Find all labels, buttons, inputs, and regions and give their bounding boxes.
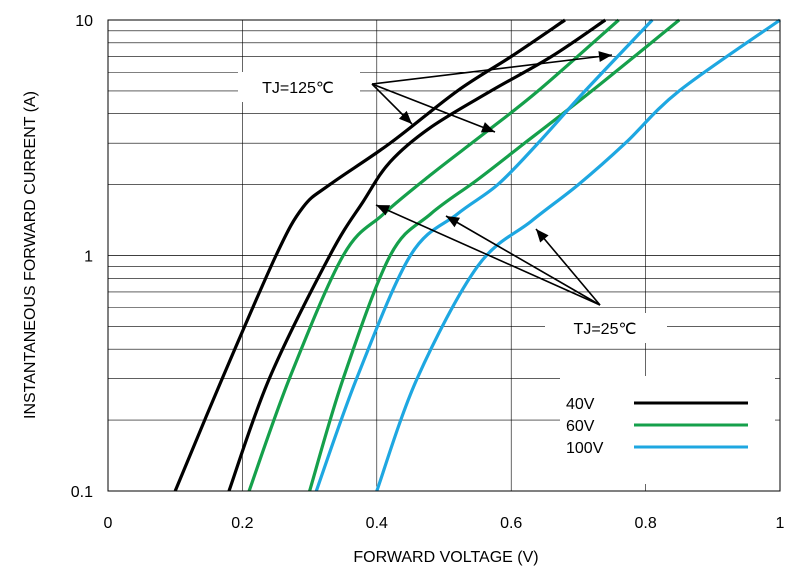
arrow-head <box>598 51 612 63</box>
x-tick-label: 0.4 <box>366 515 388 532</box>
y-axis-label: INSTANTANEOUS FORWARD CURRENT (A) <box>22 91 39 419</box>
plot-frame <box>107 19 781 492</box>
annotation-25-box <box>545 313 667 343</box>
arrow-head <box>376 205 391 216</box>
legend-label-60v: 60V <box>566 418 595 435</box>
annotation-arrow <box>371 51 613 85</box>
arrow-shaft <box>445 215 601 306</box>
grid <box>108 20 780 491</box>
x-tick-label: 0.2 <box>231 515 253 532</box>
annotation-arrow <box>445 215 601 306</box>
annotation-arrow <box>371 83 413 125</box>
y-tick-label: 0.1 <box>71 484 93 501</box>
series-100v-tj125 <box>314 18 654 492</box>
arrow-head <box>398 110 412 124</box>
arrow-shaft <box>371 83 496 133</box>
annotations: TJ=125℃ TJ=25℃ <box>238 72 667 343</box>
annotation-arrows <box>371 51 613 306</box>
legend: 40V 60V 100V <box>560 376 775 484</box>
annotation-arrow <box>375 204 601 306</box>
y-tick-label: 10 <box>75 13 93 30</box>
arrow-head <box>480 122 495 133</box>
series-60v-tj125 <box>247 18 620 492</box>
annotation-125-box <box>238 72 360 102</box>
series-40v-tj25 <box>227 18 607 492</box>
series-100v-tj25 <box>375 18 781 492</box>
x-tick-label: 0.6 <box>500 515 522 532</box>
tick-labels: 0 0.2 0.4 0.6 0.8 1 0.1 1 10 <box>71 13 785 532</box>
x-tick-label: 0 <box>104 515 113 532</box>
legend-label-40v: 40V <box>566 396 595 413</box>
annotation-tj-25: TJ=25℃ <box>574 321 637 338</box>
legend-label-100v: 100V <box>566 440 604 457</box>
arrow-head <box>446 216 461 228</box>
x-tick-label: 1 <box>776 515 785 532</box>
x-tick-label: 0.8 <box>634 515 656 532</box>
annotation-tj-125: TJ=125℃ <box>262 80 334 97</box>
arrow-shaft <box>535 228 601 306</box>
legend-box <box>560 376 775 484</box>
arrow-head <box>536 229 549 243</box>
annotation-arrow <box>371 83 496 133</box>
x-axis-label: FORWARD VOLTAGE (V) <box>353 549 538 566</box>
arrow-shaft <box>371 54 613 85</box>
series-60v-tj25 <box>308 18 681 492</box>
arrow-shaft <box>375 204 601 306</box>
y-tick-label: 1 <box>84 249 93 266</box>
annotation-arrow <box>535 228 601 306</box>
